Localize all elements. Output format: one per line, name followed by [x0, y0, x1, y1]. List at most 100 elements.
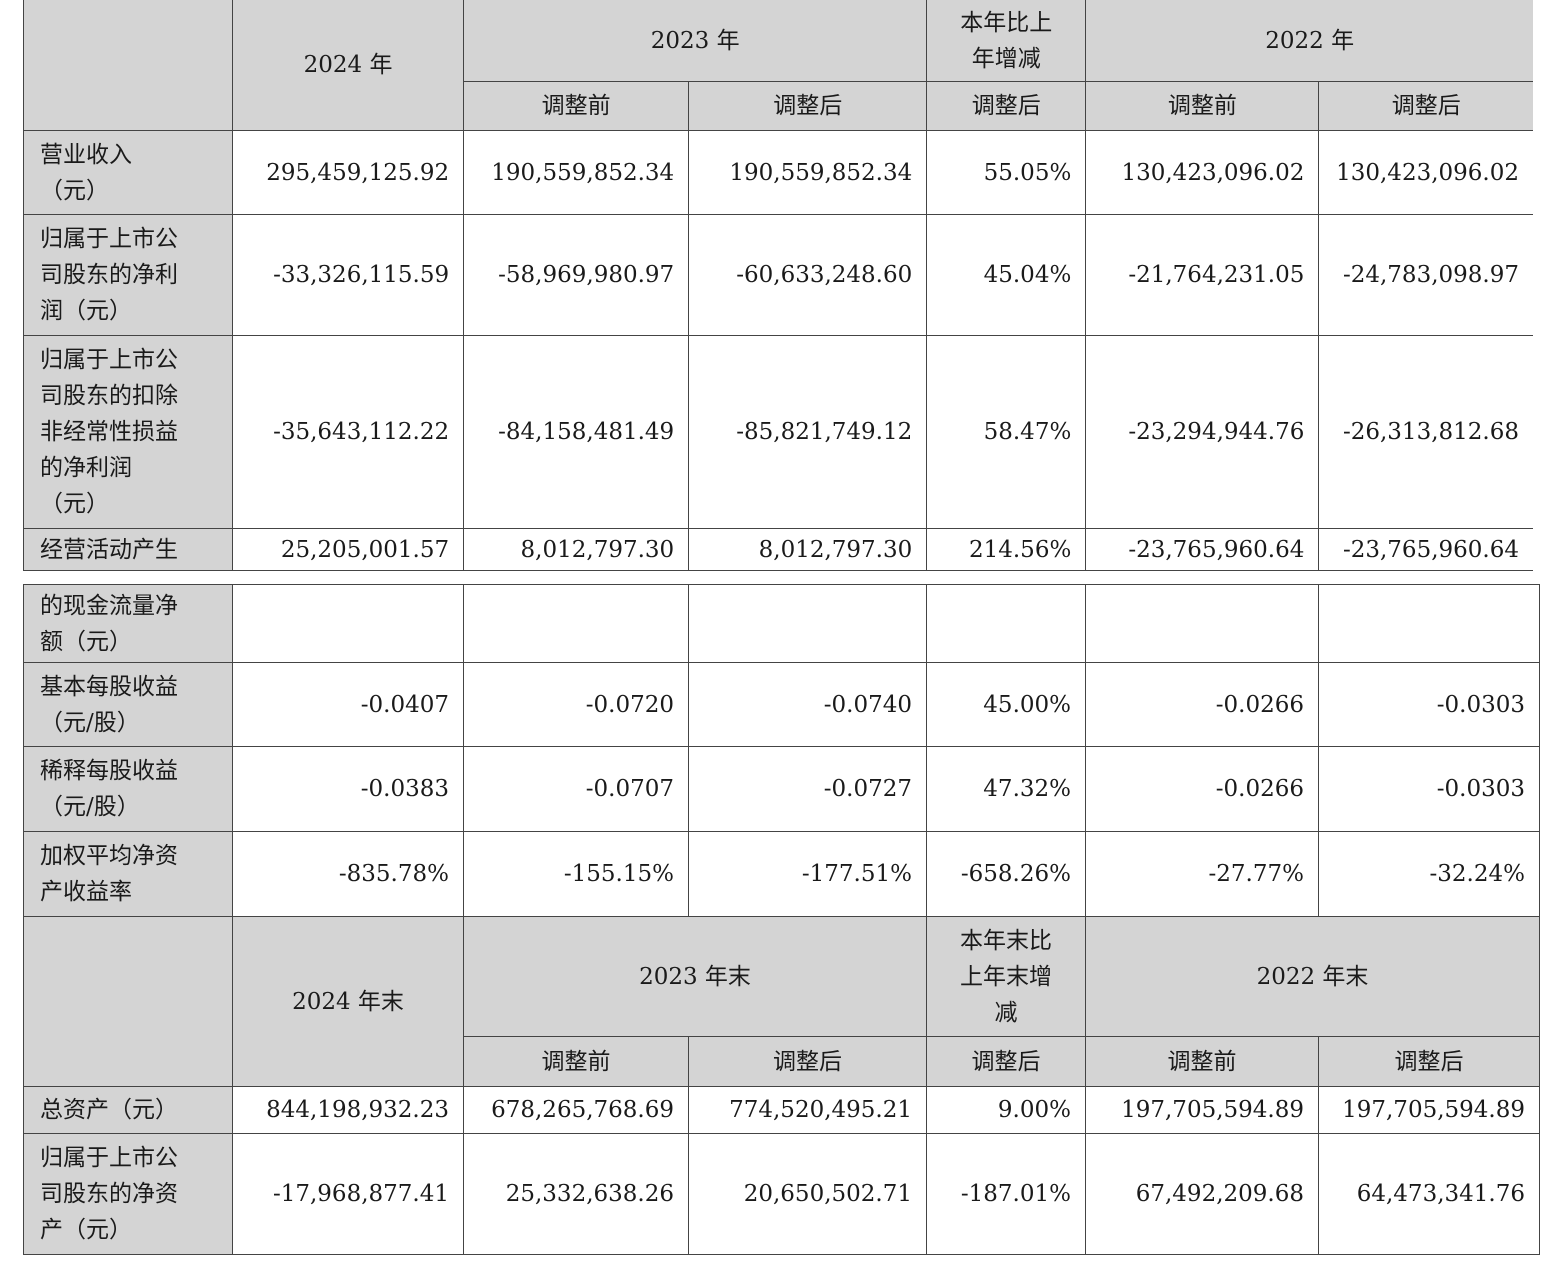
- value-cell: 55.05%: [926, 130, 1087, 215]
- header-year-2023: 2023 年末: [463, 916, 927, 1037]
- value-cell: -23,765,960.64: [1318, 528, 1533, 571]
- value-cell: [232, 584, 464, 663]
- subheader-cell: 调整前: [463, 1036, 689, 1087]
- value-cell: -155.15%: [463, 831, 689, 917]
- financial-table-bottom: 的现金流量净 额（元） 基本每股收益 （元/股） -0.0407 -0.0720 -0.…: [23, 584, 1540, 1255]
- value-cell: -24,783,098.97: [1318, 214, 1533, 336]
- table-row: 归属于上市公 司股东的扣除 非经常性损益 的净利润 （元） -35,643,112…: [22, 335, 1533, 529]
- subheader-cell: 调整后: [688, 1036, 927, 1087]
- table-row: 基本每股收益 （元/股） -0.0407 -0.0720 -0.0740 45.00% -…: [23, 662, 1540, 747]
- table-row: 归属于上市公 司股东的净利 润（元） -33,326,115.59 -58,969,…: [22, 214, 1533, 336]
- subheader-cell: 调整后: [926, 81, 1087, 131]
- value-cell: [688, 584, 927, 663]
- value-cell: 20,650,502.71: [688, 1133, 927, 1255]
- value-cell: -85,821,749.12: [688, 335, 928, 529]
- subheader-cell: 调整后: [926, 1036, 1086, 1087]
- value-cell: -187.01%: [926, 1133, 1086, 1255]
- row-label: 归属于上市公 司股东的净资 产（元）: [23, 1133, 233, 1255]
- value-cell: -0.0303: [1318, 662, 1540, 747]
- value-cell: 197,705,594.89: [1085, 1086, 1319, 1134]
- row-label: 营业收入 （元）: [22, 130, 234, 215]
- value-cell: -835.78%: [232, 831, 464, 917]
- value-cell: 8,012,797.30: [463, 528, 690, 571]
- value-cell: 58.47%: [926, 335, 1087, 529]
- subheader-row: 调整前 调整后 调整后 调整前 调整后: [24, 81, 1533, 131]
- value-cell: -23,294,944.76: [1085, 335, 1320, 529]
- header-year-2024: 2024 年: [232, 0, 465, 131]
- row-label: 归属于上市公 司股东的净利 润（元）: [22, 214, 234, 336]
- value-cell: 130,423,096.02: [1085, 130, 1320, 215]
- value-cell: -0.0383: [232, 746, 464, 832]
- financial-table-top: 2024 年 2023 年本年比上 年增减 2022 年调整前 调整后 调整后 调整前 调整…: [22, 0, 1533, 571]
- row-label: 总资产（元）: [23, 1086, 233, 1134]
- table-row: 稀释每股收益 （元/股） -0.0383 -0.0707 -0.0727 47.32% -…: [23, 746, 1540, 832]
- value-cell: 8,012,797.30: [688, 528, 928, 571]
- subheader-row: 调整前 调整后 调整后 调整前 调整后: [24, 1036, 1540, 1087]
- value-cell: 67,492,209.68: [1085, 1133, 1319, 1255]
- row-label: 的现金流量净 额（元）: [23, 584, 233, 663]
- value-cell: -23,765,960.64: [1085, 528, 1320, 571]
- value-cell: -0.0266: [1085, 746, 1319, 832]
- header-year-2024: 2024 年末: [232, 916, 464, 1087]
- value-cell: -0.0407: [232, 662, 464, 747]
- value-cell: -60,633,248.60: [688, 214, 928, 336]
- table-row: 营业收入 （元） 295,459,125.92 190,559,852.34 190,…: [22, 130, 1533, 215]
- value-cell: 190,559,852.34: [688, 130, 928, 215]
- table-row: 的现金流量净 额（元）: [23, 584, 1540, 663]
- value-cell: 130,423,096.02: [1318, 130, 1533, 215]
- value-cell: -27.77%: [1085, 831, 1319, 917]
- subheader-cell: 调整后: [688, 81, 928, 131]
- row-label: 经营活动产生: [22, 528, 234, 571]
- value-cell: -32.24%: [1318, 831, 1540, 917]
- value-cell: 190,559,852.34: [463, 130, 690, 215]
- value-cell: -0.0740: [688, 662, 927, 747]
- row-label: 加权平均净资 产收益率: [23, 831, 233, 917]
- value-cell: [1318, 584, 1540, 663]
- value-cell: [1085, 584, 1319, 663]
- subheader-cell: 调整前: [1085, 1036, 1319, 1087]
- value-cell: 47.32%: [926, 746, 1086, 832]
- row-label: 归属于上市公 司股东的扣除 非经常性损益 的净利润 （元）: [22, 335, 234, 529]
- row-label: 稀释每股收益 （元/股）: [23, 746, 233, 832]
- value-cell: -658.26%: [926, 831, 1086, 917]
- value-cell: 197,705,594.89: [1318, 1086, 1540, 1134]
- table-row: 加权平均净资 产收益率 -835.78% -155.15% -177.51% -658.…: [23, 831, 1540, 917]
- header-year-2022: 2022 年末: [1085, 916, 1540, 1037]
- header-row: 2024 年末 2023 年末 本年末比 上年末增 减 2022 年末: [23, 916, 1540, 1087]
- subheader-cell: 调整后: [1318, 81, 1533, 131]
- value-cell: -0.0707: [463, 746, 689, 832]
- value-cell: 678,265,768.69: [463, 1086, 689, 1134]
- value-cell: -0.0303: [1318, 746, 1540, 832]
- value-cell: -21,764,231.05: [1085, 214, 1320, 336]
- table-row: 归属于上市公 司股东的净资 产（元） -17,968,877.41 25,332,6…: [23, 1133, 1540, 1255]
- header-empty: [22, 0, 234, 131]
- value-cell: 295,459,125.92: [232, 130, 465, 215]
- value-cell: 64,473,341.76: [1318, 1133, 1540, 1255]
- header-empty: [23, 916, 233, 1087]
- value-cell: 214.56%: [926, 528, 1087, 571]
- header-change: 本年比上 年增减: [926, 0, 1087, 82]
- value-cell: -84,158,481.49: [463, 335, 690, 529]
- value-cell: 774,520,495.21: [688, 1086, 927, 1134]
- subheader-cell: 调整前: [1085, 81, 1320, 131]
- value-cell: -0.0720: [463, 662, 689, 747]
- value-cell: 25,205,001.57: [232, 528, 465, 571]
- value-cell: 25,332,638.26: [463, 1133, 689, 1255]
- header-row: 2024 年 2023 年本年比上 年增减 2022 年: [22, 0, 1533, 131]
- value-cell: -33,326,115.59: [232, 214, 465, 336]
- header-change: 本年末比 上年末增 减: [926, 916, 1086, 1037]
- value-cell: 45.00%: [926, 662, 1086, 747]
- header-year-2023: 2023 年: [463, 0, 928, 82]
- value-cell: -0.0266: [1085, 662, 1319, 747]
- value-cell: -58,969,980.97: [463, 214, 690, 336]
- subheader-cell: 调整后: [1318, 1036, 1540, 1087]
- value-cell: -17,968,877.41: [232, 1133, 464, 1255]
- row-label: 基本每股收益 （元/股）: [23, 662, 233, 747]
- value-cell: -177.51%: [688, 831, 927, 917]
- header-year-2022: 2022 年: [1085, 0, 1533, 82]
- table-row: 总资产（元） 844,198,932.23 678,265,768.69 774,52…: [23, 1086, 1540, 1134]
- value-cell: [926, 584, 1086, 663]
- value-cell: 844,198,932.23: [232, 1086, 464, 1134]
- value-cell: -0.0727: [688, 746, 927, 832]
- value-cell: 9.00%: [926, 1086, 1086, 1134]
